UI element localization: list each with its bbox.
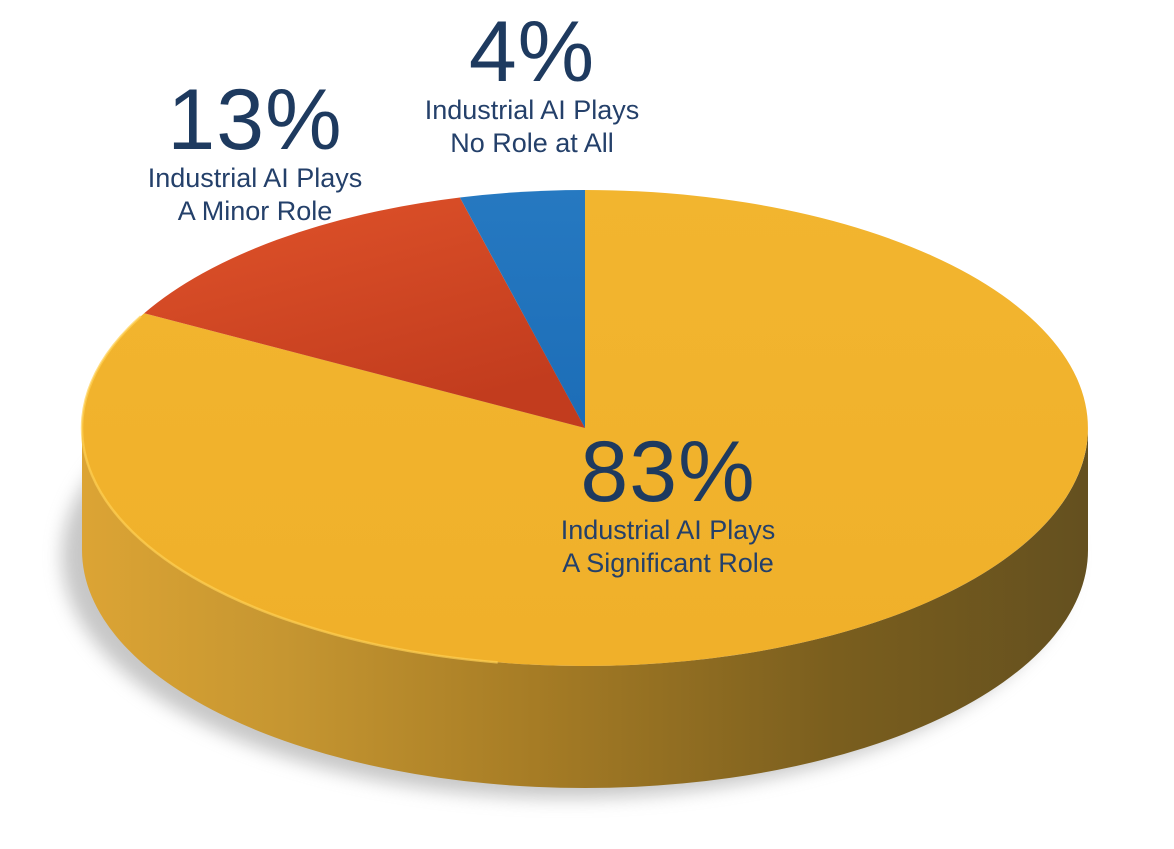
slice-label-significant: 83% Industrial AI Plays A Significant Ro…: [478, 424, 858, 581]
slice-label-line2: A Minor Role: [177, 196, 333, 227]
slice-label-minor: 13% Industrial AI Plays A Minor Role: [65, 72, 445, 229]
slice-label-line1: Industrial AI Plays: [560, 514, 776, 545]
pie-slice-minor: [144, 197, 585, 428]
slice-label-none: 4% Industrial AI Plays No Role at All: [342, 4, 722, 161]
pie-slice-significant: [81, 190, 1088, 666]
pie-slice-none: [459, 190, 585, 428]
slice-pct-label: 4%: [468, 4, 596, 100]
pie-side-wall: [82, 428, 1088, 788]
slice-label-line1: Industrial AI Plays: [147, 162, 363, 193]
slice-pct-label: 83%: [580, 424, 756, 520]
pie-rim-highlight: [80, 315, 498, 664]
slice-label-line1: Industrial AI Plays: [424, 94, 640, 125]
slice-label-line2: No Role at All: [450, 128, 614, 159]
slice-pct-label: 13%: [167, 72, 343, 168]
slice-label-line2: A Significant Role: [562, 548, 774, 579]
